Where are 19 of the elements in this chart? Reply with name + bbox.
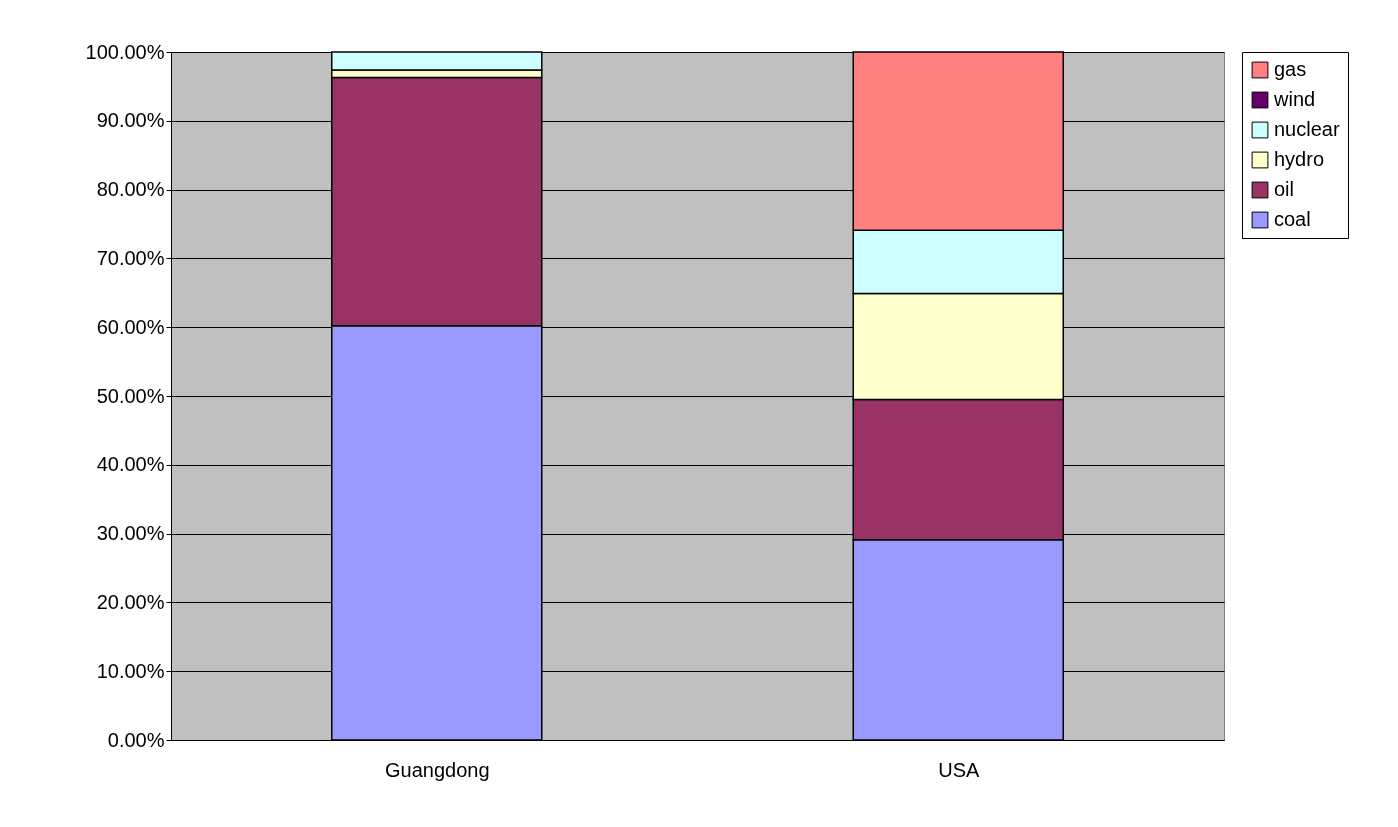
legend-label: gas	[1274, 58, 1307, 80]
x-tick-label: Guangdong	[384, 758, 490, 781]
y-tick-label: 80.00%	[96, 178, 165, 201]
legend-label: hydro	[1274, 148, 1325, 170]
y-tick-label: 20.00%	[96, 590, 165, 613]
y-tick-label: 90.00%	[96, 109, 165, 132]
y-tick-label: 10.00%	[96, 659, 165, 682]
y-tick-label: 60.00%	[96, 315, 165, 338]
legend-label: oil	[1274, 178, 1295, 200]
x-tick-label: USA	[938, 758, 980, 781]
legend-label: nuclear	[1274, 118, 1340, 140]
y-tick-label: 100.00%	[85, 40, 165, 63]
y-tick-label: 50.00%	[96, 384, 165, 407]
y-tick-label: 30.00%	[96, 522, 165, 545]
y-tick-label: 70.00%	[96, 246, 165, 269]
legend-label: wind	[1273, 88, 1316, 110]
y-tick-label: 0.00%	[107, 728, 165, 751]
legend-label: coal	[1274, 208, 1311, 230]
y-tick-label: 40.00%	[96, 453, 165, 476]
